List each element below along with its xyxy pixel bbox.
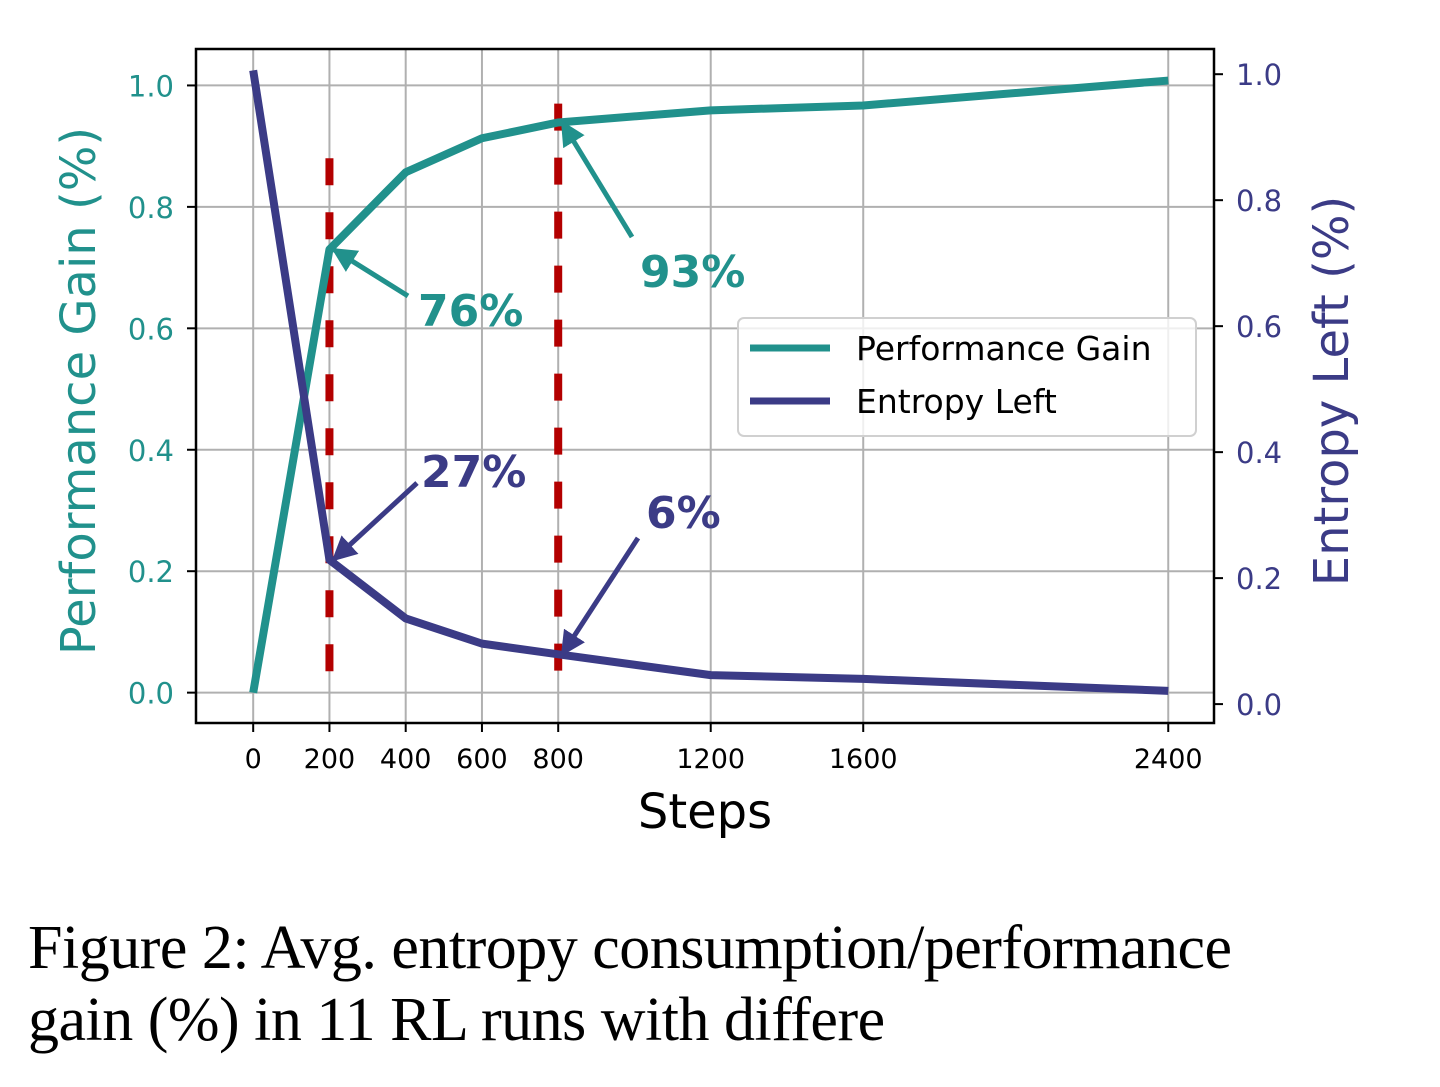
y-left-tick-label: 0.6: [128, 312, 174, 346]
y-right-tick-label: 0.8: [1236, 184, 1282, 218]
caption-line-2: gain (%) in 11 RL runs with differe: [28, 986, 885, 1054]
figure-caption: Figure 2: Avg. entropy consumption/perfo…: [28, 912, 1428, 1056]
y-right-tick-label: 0.2: [1236, 562, 1282, 596]
legend: Performance Gain Entropy Left: [737, 317, 1197, 437]
x-axis-title: Steps: [638, 784, 772, 840]
x-tick-label: 1600: [829, 744, 898, 775]
y-left-tick-label: 0.4: [128, 434, 174, 468]
annotations: 76% 93% 27% 6%: [331, 120, 745, 657]
series-lines: [249, 69, 1169, 695]
annotation-label: 93%: [640, 247, 745, 298]
x-tick-label: 400: [380, 744, 432, 775]
caption-line-1: Figure 2: Avg. entropy consumption/perfo…: [28, 914, 1232, 982]
chart: 76% 93% 27% 6% 0 200 400 600 800 1200 1600 2400 0.0…: [51, 47, 1360, 840]
annotation-arrow: [560, 536, 641, 657]
annotation-label: 76%: [418, 286, 523, 337]
reference-lines: [325, 103, 563, 679]
y-left-tick-label: 0.0: [128, 677, 174, 711]
annotation-label: 6%: [646, 488, 721, 539]
x-tick-label: 1200: [676, 744, 745, 775]
y-right-tick-label: 0.0: [1236, 688, 1282, 722]
x-tick-label: 800: [532, 744, 584, 775]
legend-box: [737, 317, 1197, 437]
annotation-label: 27%: [421, 447, 526, 498]
y-right-tick-label: 1.0: [1236, 58, 1282, 92]
y-axis-right-title: Entropy Left (%): [1304, 196, 1360, 586]
x-tick-label: 2400: [1134, 744, 1203, 775]
y-left-tick-label: 1.0: [128, 69, 174, 103]
x-tick-label: 600: [456, 744, 508, 775]
axes: 0 200 400 600 800 1200 1600 2400 0.0 0.2 0.4 0.6 0.8…: [128, 58, 1282, 775]
x-tick-label: 0: [245, 744, 262, 775]
y-axis-left-title: Performance Gain (%): [51, 127, 107, 655]
annotation-arrow: [560, 120, 635, 239]
y-left-tick-label: 0.8: [128, 191, 174, 225]
plot-frame: [194, 47, 1216, 725]
x-tick-label: 200: [304, 744, 356, 775]
line-entropy-left: [249, 69, 1169, 695]
y-right-tick-label: 0.6: [1236, 310, 1282, 344]
legend-label-entropy-left: Entropy Left: [856, 382, 1057, 421]
annotation-arrow: [331, 247, 410, 299]
legend-label-performance-gain: Performance Gain: [856, 329, 1152, 368]
line-performance-gain: [249, 76, 1169, 694]
y-left-tick-label: 0.2: [128, 555, 174, 589]
y-right-tick-label: 0.4: [1236, 436, 1282, 470]
annotation-arrow: [331, 481, 419, 562]
